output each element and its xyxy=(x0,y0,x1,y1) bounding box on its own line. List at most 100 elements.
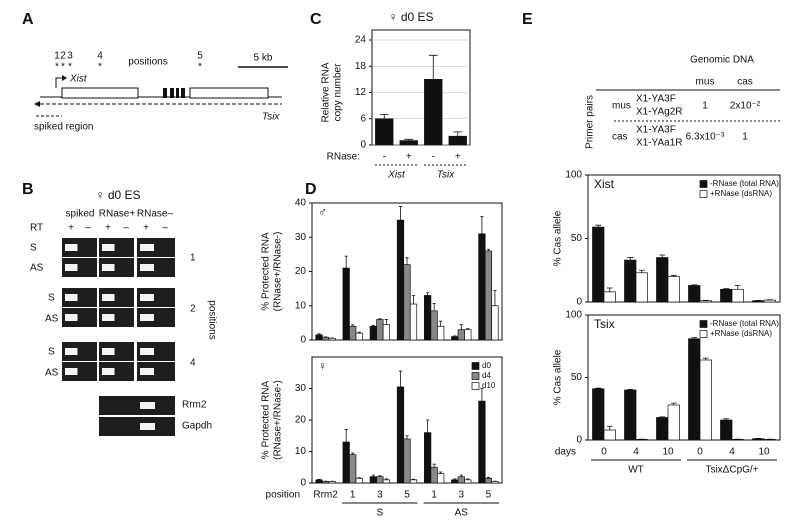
y-axis-label: % Cas allele xyxy=(553,210,564,266)
bar xyxy=(382,324,390,341)
asterisk: * xyxy=(68,62,72,73)
position-label: 4 xyxy=(190,358,196,369)
error-bar xyxy=(351,452,355,455)
gel xyxy=(99,417,175,436)
bar xyxy=(349,325,357,341)
y-axis-label: (RNase+/RNase-) xyxy=(273,380,284,460)
x-tick-label: 0 xyxy=(697,447,703,458)
bar xyxy=(603,291,616,303)
y-axis-label: copy number xyxy=(333,63,344,121)
x-tick-label: 5 xyxy=(404,490,410,501)
y-tick-label: 30 xyxy=(295,232,307,243)
bar xyxy=(403,264,411,341)
x-tick-label: Rrm2 xyxy=(313,490,338,501)
bar xyxy=(342,267,350,341)
bar xyxy=(355,332,363,341)
chart-title: ♀ d0 ES xyxy=(388,10,433,24)
y-tick-label: 10 xyxy=(295,300,307,311)
error-bar xyxy=(426,419,430,433)
error-bar xyxy=(398,206,403,221)
error-bar xyxy=(405,257,409,265)
gel-band xyxy=(65,264,78,271)
strand-label: S xyxy=(30,243,37,254)
minus: – xyxy=(162,223,168,234)
strand-label: AS xyxy=(30,263,44,274)
gel-band xyxy=(140,244,154,251)
asterisk: * xyxy=(198,62,202,73)
gel-band xyxy=(65,348,78,355)
gel-band xyxy=(140,264,154,271)
gel-band xyxy=(65,368,78,375)
y-axis-label: % Cas allele xyxy=(553,349,564,405)
group-label: TsixΔCpG/+ xyxy=(705,465,758,476)
error-bar xyxy=(606,287,613,292)
panel-label: A xyxy=(22,11,34,28)
bar xyxy=(424,432,432,484)
error-bar xyxy=(723,288,730,290)
asterisk: * xyxy=(55,62,59,73)
column-label: spiked xyxy=(66,209,95,220)
table-cell: 1 xyxy=(702,101,708,112)
gels xyxy=(62,238,175,436)
plus: + xyxy=(143,223,149,234)
position-label: 1 xyxy=(190,253,196,264)
legend-label: -RNase (total RNA) xyxy=(710,179,779,188)
x-tick-label: 0 xyxy=(601,447,607,458)
exon xyxy=(61,87,139,99)
x-tick-label: 4 xyxy=(729,447,735,458)
error-bar xyxy=(439,320,443,327)
bar xyxy=(491,481,499,484)
bar xyxy=(592,388,605,441)
error-bar xyxy=(627,257,634,261)
gel-band xyxy=(102,368,115,375)
x-axis-label: days xyxy=(555,447,576,458)
error-bar xyxy=(384,319,388,325)
y-tick-label: 50 xyxy=(571,233,583,244)
y-tick-label: 40 xyxy=(295,198,307,209)
gel xyxy=(62,308,97,327)
error-bar xyxy=(432,302,436,311)
gel-band xyxy=(65,314,78,321)
bar xyxy=(315,479,323,484)
bar xyxy=(656,257,669,303)
table-row-title: Primer pairs xyxy=(585,95,596,149)
gel xyxy=(62,342,97,361)
panel-label: B xyxy=(22,181,34,198)
y-tick-label: 20 xyxy=(295,415,307,426)
gel-band xyxy=(140,402,155,409)
bar xyxy=(464,329,472,341)
table-column: cas xyxy=(737,77,753,88)
y-tick-label: 0 xyxy=(360,140,366,151)
spiked-label: spiked region xyxy=(34,122,93,133)
gel-band xyxy=(140,314,154,321)
legend-label: +RNase (dsRNA) xyxy=(710,329,772,338)
gel xyxy=(99,238,134,257)
bar xyxy=(603,429,616,441)
exon xyxy=(163,88,167,98)
bar xyxy=(328,337,336,341)
x-tick-label: 10 xyxy=(662,447,674,458)
gene-label: Tsix xyxy=(262,112,280,123)
legend-swatch xyxy=(699,180,708,188)
chart-title: ♂ xyxy=(318,205,327,219)
bar xyxy=(720,288,733,303)
positions-label: positions xyxy=(128,57,167,68)
gel-band xyxy=(65,244,78,251)
gel-band xyxy=(140,294,154,301)
bar xyxy=(375,118,394,146)
position-label: 2 xyxy=(190,304,196,315)
error-bar xyxy=(378,475,382,477)
x-tick-label: 1 xyxy=(350,490,356,501)
error-bar xyxy=(398,370,403,387)
legend-swatch xyxy=(471,362,480,370)
column-label: RNase– xyxy=(137,209,174,220)
error-bar xyxy=(734,285,741,290)
legend-swatch xyxy=(699,190,708,198)
error-bar xyxy=(670,274,677,277)
primer: X1-YAg2R xyxy=(636,107,683,118)
error-bar xyxy=(453,131,463,137)
group-label: WT xyxy=(628,465,644,476)
bar xyxy=(624,389,637,441)
error-bar xyxy=(428,54,438,80)
